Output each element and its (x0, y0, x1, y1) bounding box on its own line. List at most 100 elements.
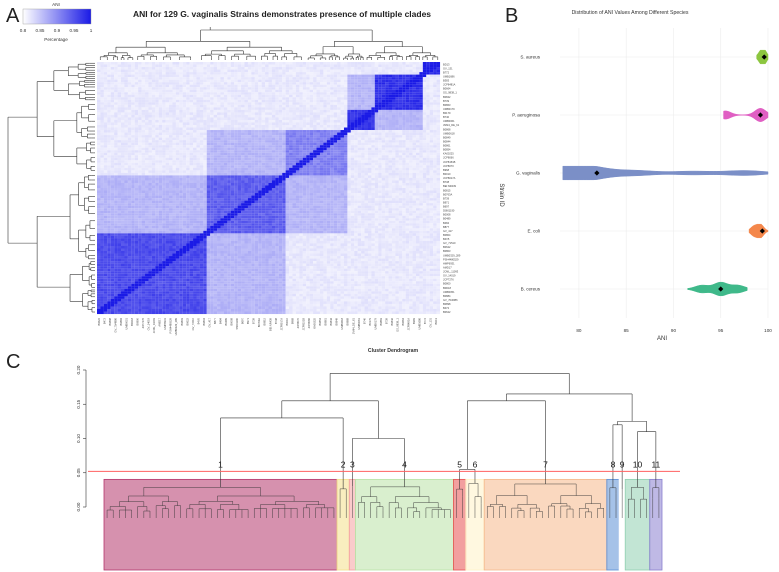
heatmap-cell (158, 142, 163, 146)
heatmap-cell (138, 150, 142, 153)
heatmap-cell (134, 89, 139, 93)
heatmap-cell (234, 137, 238, 141)
heatmap-cell (326, 109, 331, 113)
heatmap-cell (415, 72, 420, 75)
heatmap-cell (340, 79, 345, 83)
heatmap-cell (210, 69, 214, 73)
heatmap-cell (343, 92, 348, 95)
heatmap-cell (388, 157, 393, 161)
heatmap-cell (121, 170, 125, 173)
heatmap-cell (378, 157, 382, 161)
heatmap-cell (165, 135, 170, 138)
heatmap-cell (141, 152, 146, 156)
heatmap-cell (114, 172, 118, 176)
heatmap-cell (367, 87, 372, 90)
heatmap-cell (165, 157, 170, 161)
heatmap-cell (251, 99, 255, 103)
heatmap-cell (433, 132, 437, 136)
heatmap-cell (131, 132, 135, 136)
heatmap-cell (237, 62, 242, 65)
heatmap-cell (258, 99, 262, 103)
heatmap-cell (337, 67, 341, 70)
heatmap-cell (337, 150, 341, 153)
heatmap-cell (230, 172, 235, 176)
heatmap-cell (340, 107, 345, 110)
heatmap-cell (138, 74, 142, 78)
heatmap-cell (419, 109, 423, 113)
heatmap-cell (323, 74, 327, 78)
heatmap-cell (203, 84, 207, 88)
heatmap-cell (422, 77, 427, 80)
heatmap-cell (241, 150, 245, 153)
heatmap-cell (354, 162, 358, 166)
heatmap-cell (323, 127, 327, 131)
heatmap-cell (388, 92, 393, 95)
heatmap-cell (278, 145, 283, 148)
heatmap-cell (388, 102, 393, 105)
heatmap-cell (271, 137, 276, 141)
heatmap-cell (405, 94, 410, 98)
heatmap-cell (426, 130, 430, 133)
heatmap-cell (333, 152, 338, 156)
heatmap-cell (117, 140, 122, 143)
heatmap-cell (203, 155, 207, 158)
heatmap-cell (381, 99, 386, 103)
heatmap-cell (378, 69, 382, 73)
heatmap-cell (326, 172, 331, 176)
heatmap-cell (419, 147, 423, 151)
heatmap-cell (199, 62, 204, 65)
heatmap-cell (275, 127, 279, 131)
heatmap-cell (151, 69, 156, 73)
heatmap-cell (278, 94, 283, 98)
heatmap-cell (347, 69, 351, 73)
heatmap-cell (247, 102, 252, 105)
heatmap-cell (371, 62, 375, 65)
heatmap-cell (282, 135, 286, 138)
heatmap-cell (241, 157, 245, 161)
heatmap-cell (217, 64, 221, 68)
heatmap-cell (433, 84, 437, 88)
heatmap-cell (299, 92, 303, 95)
heatmap-cell (107, 155, 111, 158)
heatmap-cell (251, 145, 255, 148)
heatmap-cell (155, 167, 159, 171)
heatmap-cell (354, 112, 358, 115)
heatmap-cell (412, 142, 417, 146)
heatmap-cell (282, 87, 286, 90)
heatmap-cell (313, 147, 317, 151)
heatmap-cell (223, 104, 228, 108)
heatmap-cell (234, 112, 238, 115)
heatmap-cell (357, 117, 362, 121)
heatmap-cell (169, 79, 173, 83)
heatmap-cell (330, 125, 334, 128)
heatmap-cell (429, 117, 434, 121)
heatmap-cell (309, 82, 314, 85)
heatmap-cell (313, 127, 317, 131)
heatmap-cell (347, 114, 351, 118)
heatmap-cell (134, 150, 139, 153)
heatmap-cell (162, 102, 166, 105)
heatmap-cell (319, 107, 324, 110)
heatmap-cell (316, 92, 320, 95)
heatmap-cell (148, 137, 152, 141)
heatmap-cell (289, 150, 293, 153)
heatmap-cell (155, 130, 159, 133)
heatmap-cell (220, 125, 224, 128)
heatmap-cell (316, 119, 320, 123)
heatmap-cell (371, 94, 375, 98)
heatmap-cell (333, 82, 338, 85)
heatmap-cell (292, 67, 296, 70)
heatmap-cell (258, 119, 262, 123)
heatmap-cell (179, 109, 183, 113)
heatmap-cell (110, 89, 115, 93)
heatmap-cell (378, 74, 382, 78)
heatmap-cell (265, 94, 269, 98)
heatmap-cell (223, 137, 228, 141)
heatmap-cell (326, 152, 331, 156)
heatmap-cell (145, 62, 149, 65)
heatmap-cell (306, 97, 310, 100)
heatmap-cell (319, 167, 324, 171)
heatmap-cell (158, 107, 163, 110)
heatmap-cell (196, 87, 200, 90)
heatmap-cell (436, 147, 441, 151)
